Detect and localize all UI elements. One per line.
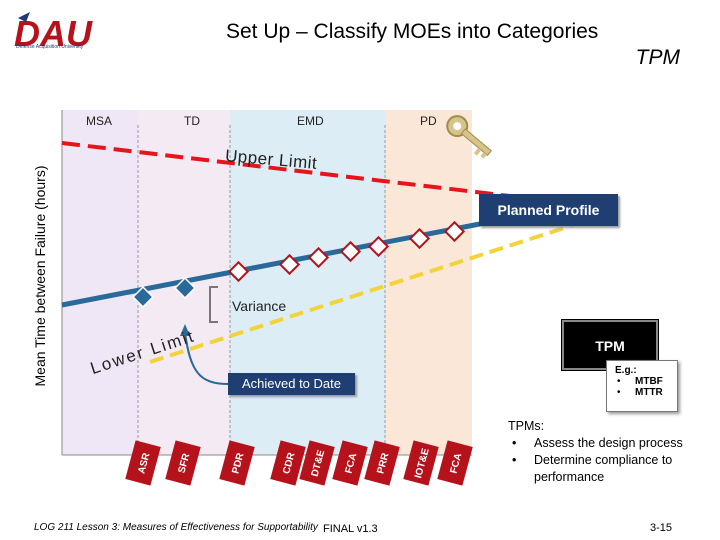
milestone-label: FCA: [343, 452, 359, 475]
dau-logo: DAU: [12, 10, 122, 60]
milestone-tag: CDR: [270, 440, 306, 486]
milestone-tags: ASR SFR PDR CDR DT&E FCA PRR IOT&E FCA: [125, 440, 473, 486]
slide-subtitle: TPM: [635, 46, 680, 69]
example-item: • MTBF: [617, 376, 663, 387]
milestone-tag: FCA: [437, 440, 473, 486]
footer-version: FINAL v1.3: [323, 523, 378, 535]
slide-title: Set Up – Classify MOEs into Categories: [226, 20, 599, 43]
milestone-tag: FCA: [332, 440, 368, 486]
lower-limit-line: [149, 216, 596, 364]
planned-profile-callout: Planned Profile: [479, 194, 618, 226]
planned-markers: [227, 220, 466, 283]
achieved-to-date-callout: Achieved to Date: [228, 373, 355, 395]
page-number: 3-15: [650, 522, 673, 534]
milestone-label: PRR: [375, 451, 391, 475]
achieved-marker: [174, 277, 196, 299]
logo-subtitle: Defense Acquisition University: [16, 44, 84, 50]
achieved-markers: [132, 277, 196, 308]
phase-label-td: TD: [184, 114, 200, 128]
achieved-arrow: [184, 331, 229, 385]
logo-text: DAU: [14, 13, 93, 54]
example-heading: E.g.:: [615, 365, 637, 376]
tpms-item: • Determine compliance to performance: [512, 453, 673, 484]
tpm-box-label: TPM: [595, 338, 625, 354]
example-box: E.g.: • MTBF • MTTR: [606, 360, 678, 412]
variance-label: Variance: [232, 298, 287, 314]
y-axis-label: Mean Time between Failure (hours): [32, 165, 48, 387]
milestone-tag: SFR: [165, 440, 201, 486]
milestone-tag: IOT&E: [403, 440, 439, 486]
achieved-arrowhead: [180, 324, 190, 336]
upper-limit-line: [61, 141, 511, 198]
footer-course: LOG 211 Lesson 3: Measures of Effectiven…: [34, 522, 318, 533]
planned-marker: [408, 227, 431, 250]
example-item: • MTTR: [617, 387, 663, 398]
planned-marker: [367, 235, 390, 258]
planned-marker: [278, 253, 301, 276]
achieved-marker: [132, 286, 154, 308]
milestone-label: PDR: [230, 451, 246, 475]
milestone-label: FCA: [448, 452, 464, 475]
tpms-heading: TPMs:: [508, 419, 545, 433]
milestone-tag: DT&E: [299, 440, 335, 486]
phase-label-pd: PD: [420, 114, 437, 128]
tpms-note: TPMs: • Assess the design process • Determ…: [508, 418, 718, 486]
milestone-tag: PDR: [219, 440, 255, 486]
key-icon: [446, 115, 493, 159]
planned-marker: [307, 246, 330, 269]
phase-label-emd: EMD: [297, 114, 324, 128]
phase-label-msa: MSA: [86, 114, 113, 128]
variance-bracket: [209, 286, 218, 323]
planned-marker: [227, 260, 250, 283]
tpms-item: • Assess the design process: [512, 436, 683, 450]
milestone-tag: ASR: [125, 440, 161, 486]
milestone-label: ASR: [136, 451, 152, 475]
milestone-tag: PRR: [364, 440, 400, 486]
phase-band-msa: [62, 110, 138, 455]
planned-marker: [443, 220, 466, 243]
planned-marker: [339, 240, 362, 263]
milestone-label: SFR: [177, 452, 193, 475]
